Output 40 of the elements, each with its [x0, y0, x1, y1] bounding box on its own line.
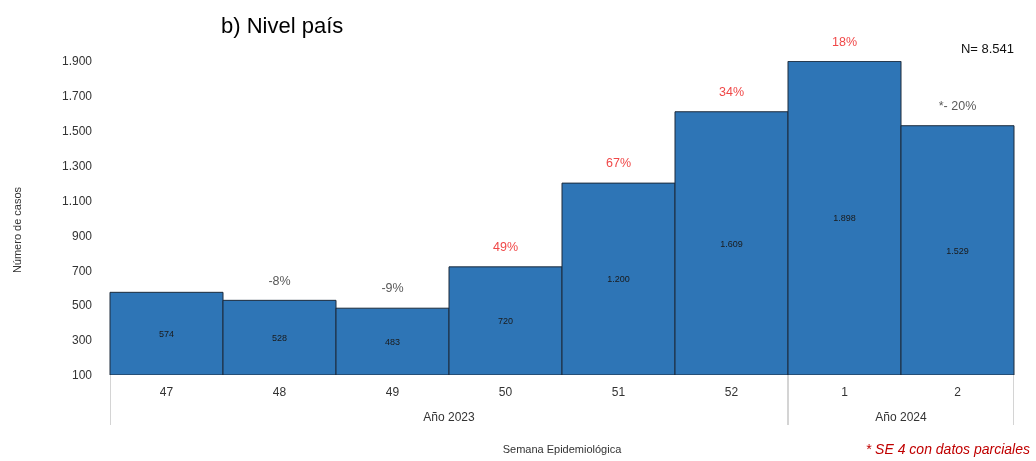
annotation: -9%	[381, 281, 404, 296]
x-tick-label: 1	[841, 384, 849, 399]
text: Año 2024	[875, 410, 928, 425]
y-axis-title: Número de casos	[10, 186, 23, 274]
y-tick-label: 1.900	[61, 54, 93, 69]
y-tick-label: 1.500	[61, 124, 93, 139]
text: N= 8.541	[960, 41, 1014, 57]
annotation: 67%	[605, 156, 632, 171]
x-tick-label: 50	[498, 384, 513, 399]
annotation: 49%	[492, 240, 519, 255]
text: Año 2023	[423, 410, 476, 425]
chart-title: b) Nivel país	[221, 12, 344, 38]
data-label: 720	[497, 316, 514, 327]
data-label: 1.609	[720, 238, 743, 249]
data-label: 483	[384, 336, 401, 347]
x-tick-label: 48	[272, 384, 287, 399]
annotation: 34%	[718, 85, 745, 100]
x-tick-label: 51	[611, 384, 626, 399]
text: * SE 4 con datos parciales	[865, 440, 1030, 457]
x-tick-label: 2	[954, 384, 962, 399]
x-tick-label: 49	[385, 384, 400, 399]
y-tick-label: 1.700	[61, 89, 93, 104]
annotation: 18%	[831, 34, 858, 49]
y-tick-label: 1.100	[61, 193, 93, 208]
y-tick-label: 700	[71, 263, 93, 278]
y-tick-label: 500	[71, 298, 93, 313]
x-tick-label: 52	[724, 384, 739, 399]
data-label: 528	[271, 332, 288, 343]
annotation: *- 20%	[938, 99, 977, 114]
y-tick-label: 1.300	[61, 158, 93, 173]
y-tick-label: 300	[71, 333, 93, 348]
x-axis-title: Semana Epidemiológica	[502, 442, 623, 455]
data-label: 1.529	[946, 245, 969, 256]
y-tick-label: 100	[71, 368, 93, 383]
annotation: -8%	[268, 273, 291, 288]
x-tick-label: 47	[159, 384, 174, 399]
y-tick-label: 900	[71, 228, 93, 243]
data-label: 1.898	[833, 213, 856, 224]
data-label: 574	[158, 328, 175, 339]
data-label: 1.200	[607, 274, 630, 285]
